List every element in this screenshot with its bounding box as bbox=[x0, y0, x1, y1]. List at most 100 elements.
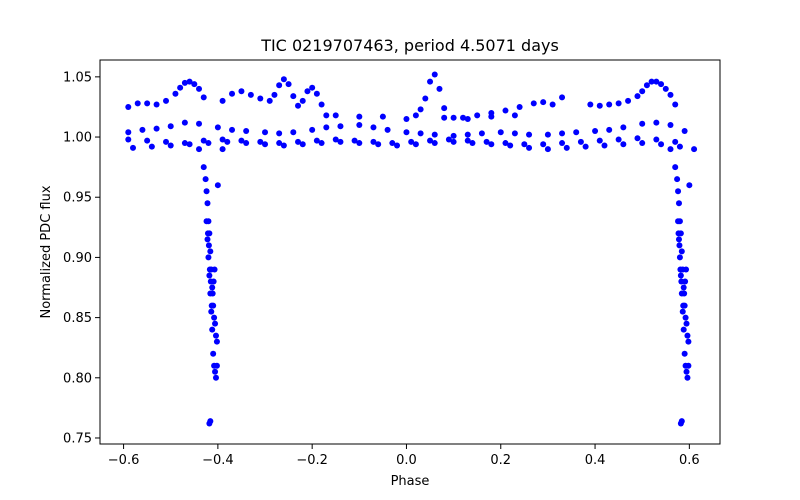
data-point bbox=[313, 90, 320, 97]
data-point bbox=[202, 176, 209, 183]
data-point bbox=[464, 115, 471, 122]
data-point bbox=[521, 141, 528, 148]
data-point bbox=[208, 308, 215, 315]
data-point bbox=[450, 114, 457, 121]
data-point bbox=[678, 248, 685, 255]
data-point bbox=[356, 140, 363, 147]
data-point bbox=[441, 114, 448, 121]
data-point bbox=[370, 138, 377, 145]
data-point bbox=[337, 123, 344, 130]
data-point bbox=[685, 362, 692, 369]
data-point bbox=[318, 140, 325, 147]
data-point bbox=[134, 100, 141, 107]
data-point bbox=[412, 112, 419, 119]
data-point bbox=[507, 142, 514, 149]
data-point bbox=[209, 326, 216, 333]
data-point bbox=[675, 230, 682, 237]
x-axis-label: Phase bbox=[391, 474, 430, 489]
data-point bbox=[563, 144, 570, 151]
data-point bbox=[662, 85, 669, 92]
x-tick-label: −0.6 bbox=[108, 453, 140, 468]
y-tick-label: 0.80 bbox=[63, 371, 92, 386]
data-point bbox=[167, 142, 174, 149]
y-tick-label: 0.75 bbox=[63, 431, 92, 446]
y-tick-label: 0.90 bbox=[63, 251, 92, 266]
data-point bbox=[280, 142, 287, 149]
data-point bbox=[625, 97, 632, 104]
data-point bbox=[675, 218, 682, 225]
data-point bbox=[460, 114, 467, 121]
data-point bbox=[153, 101, 160, 108]
data-point bbox=[450, 138, 457, 145]
data-point bbox=[680, 284, 687, 291]
data-point bbox=[204, 230, 211, 237]
data-point bbox=[139, 126, 146, 133]
data-point bbox=[212, 332, 219, 339]
data-point bbox=[639, 88, 646, 95]
data-point bbox=[299, 97, 306, 104]
data-point bbox=[653, 78, 660, 85]
data-point bbox=[262, 141, 269, 148]
data-point bbox=[214, 124, 221, 131]
data-point bbox=[582, 143, 589, 150]
data-point bbox=[653, 119, 660, 126]
data-point bbox=[526, 144, 533, 151]
data-point bbox=[676, 242, 683, 249]
data-point bbox=[540, 141, 547, 148]
data-point bbox=[672, 164, 679, 171]
data-point bbox=[634, 135, 641, 142]
data-point bbox=[675, 188, 682, 195]
data-point bbox=[679, 308, 686, 315]
data-point bbox=[332, 136, 339, 143]
data-points bbox=[125, 71, 698, 427]
data-point bbox=[450, 132, 457, 139]
data-point bbox=[648, 78, 655, 85]
data-point bbox=[125, 136, 132, 143]
data-point bbox=[211, 266, 218, 273]
data-point bbox=[658, 81, 665, 88]
data-point bbox=[375, 141, 382, 148]
data-point bbox=[511, 112, 518, 119]
data-point bbox=[653, 136, 660, 143]
data-point bbox=[606, 101, 613, 108]
data-point bbox=[408, 138, 415, 145]
data-point bbox=[684, 332, 691, 339]
data-point bbox=[502, 107, 509, 114]
data-point bbox=[417, 106, 424, 113]
y-axis: 0.75 0.80 0.85 0.90 0.95 1.00 1.05 bbox=[63, 70, 100, 446]
data-point bbox=[384, 126, 391, 133]
data-point bbox=[667, 146, 674, 153]
data-point bbox=[675, 200, 682, 207]
data-point bbox=[144, 137, 151, 144]
data-point bbox=[672, 101, 679, 108]
data-point bbox=[676, 143, 683, 150]
data-point bbox=[530, 100, 537, 107]
data-point bbox=[620, 124, 627, 131]
data-point bbox=[191, 81, 198, 88]
data-point bbox=[417, 130, 424, 137]
data-point bbox=[667, 91, 674, 98]
data-point bbox=[680, 326, 687, 333]
data-point bbox=[290, 93, 297, 100]
data-point bbox=[427, 78, 434, 85]
data-point bbox=[502, 140, 509, 147]
y-tick-label: 0.95 bbox=[63, 191, 92, 206]
data-point bbox=[488, 113, 495, 120]
data-point bbox=[544, 146, 551, 153]
data-point bbox=[337, 138, 344, 145]
data-point bbox=[209, 284, 216, 291]
data-point bbox=[431, 140, 438, 147]
data-point bbox=[309, 84, 316, 91]
data-point bbox=[488, 141, 495, 148]
data-point bbox=[285, 81, 292, 88]
data-point bbox=[639, 140, 646, 147]
data-point bbox=[219, 136, 226, 143]
data-point bbox=[544, 131, 551, 138]
data-point bbox=[200, 137, 207, 144]
data-point bbox=[206, 266, 213, 273]
data-point bbox=[497, 129, 504, 136]
data-point bbox=[208, 302, 215, 309]
data-point bbox=[683, 266, 690, 273]
data-point bbox=[177, 84, 184, 91]
